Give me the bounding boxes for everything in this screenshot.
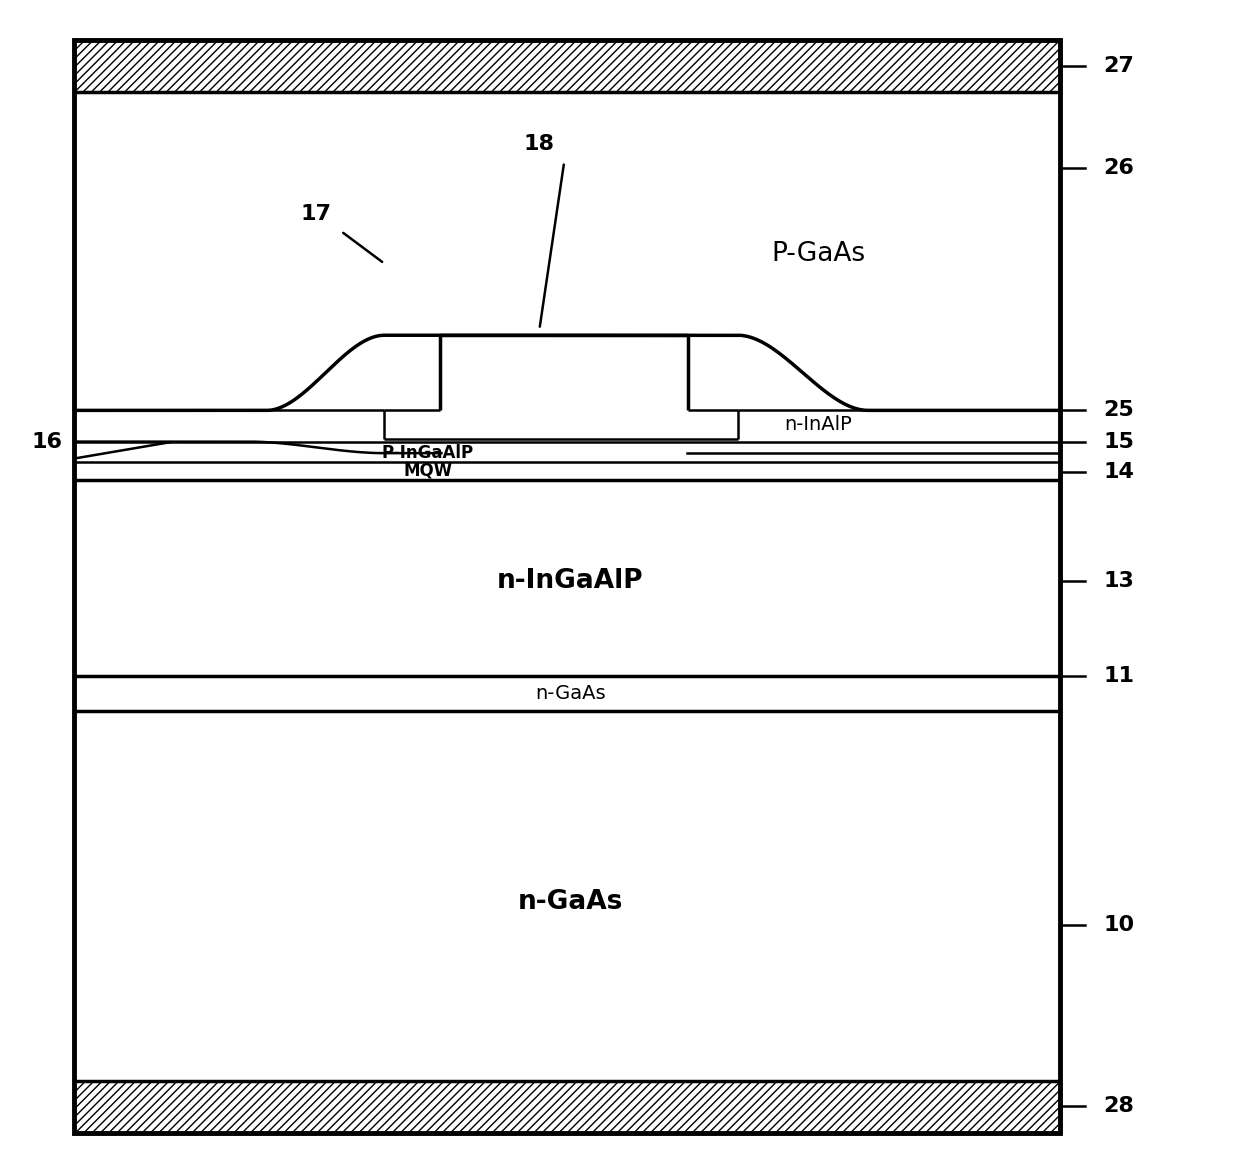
Text: 17: 17	[300, 203, 332, 224]
Text: P-InGaAlP: P-InGaAlP	[382, 444, 474, 462]
Text: 14: 14	[1104, 461, 1135, 482]
Text: n-GaAs: n-GaAs	[536, 684, 605, 703]
Text: 28: 28	[1104, 1096, 1135, 1117]
Bar	[74, 40, 1060, 92]
Text: P-GaAs: P-GaAs	[771, 242, 866, 267]
Text: 11: 11	[1104, 666, 1135, 687]
Text: MQW: MQW	[403, 461, 453, 480]
Text: n-InAlP: n-InAlP	[785, 415, 852, 434]
Text: 13: 13	[1104, 571, 1135, 592]
Text: n-InGaAlP: n-InGaAlP	[497, 569, 644, 594]
Text: n-GaAs: n-GaAs	[518, 889, 622, 914]
Text: 10: 10	[1104, 914, 1135, 935]
Text: 26: 26	[1104, 157, 1135, 178]
Bar	[74, 1081, 1060, 1133]
Text: 27: 27	[1104, 57, 1135, 76]
Text: 16: 16	[32, 431, 62, 452]
Text: 18: 18	[523, 134, 556, 155]
Text: 25: 25	[1104, 400, 1135, 421]
Text: 15: 15	[1104, 431, 1135, 452]
Bar	[74, 40, 1060, 1133]
